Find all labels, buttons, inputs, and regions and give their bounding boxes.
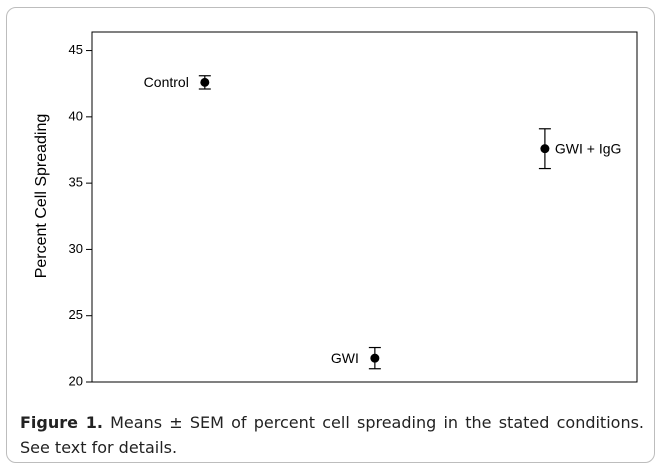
point: [200, 77, 210, 87]
y-tick-label: 20: [69, 373, 83, 388]
y-tick-label: 25: [69, 307, 83, 322]
plot-frame: [91, 31, 638, 383]
point: [370, 353, 380, 363]
point-label: GWI + IgG: [555, 140, 622, 156]
chart: Percent Cell Spreading 20 25 30 35 40 45 Contr…: [33, 31, 638, 388]
y-tick-label: 45: [69, 42, 83, 57]
point: [540, 144, 550, 154]
caption: Figure 1. Means ± SEM of percent cell sp…: [20, 410, 644, 460]
figure-frame: [6, 7, 655, 463]
y-tick-label: 40: [69, 108, 83, 123]
y-tick-label: 30: [69, 241, 83, 256]
caption-text: Means ± SEM of percent cell spreading in…: [20, 413, 645, 457]
y-tick-label: 35: [69, 175, 83, 190]
point-label: GWI: [331, 350, 359, 366]
caption-label: Figure 1.: [20, 413, 103, 432]
point-label: Control: [144, 74, 189, 90]
y-axis-label: Percent Cell Spreading: [33, 114, 50, 279]
